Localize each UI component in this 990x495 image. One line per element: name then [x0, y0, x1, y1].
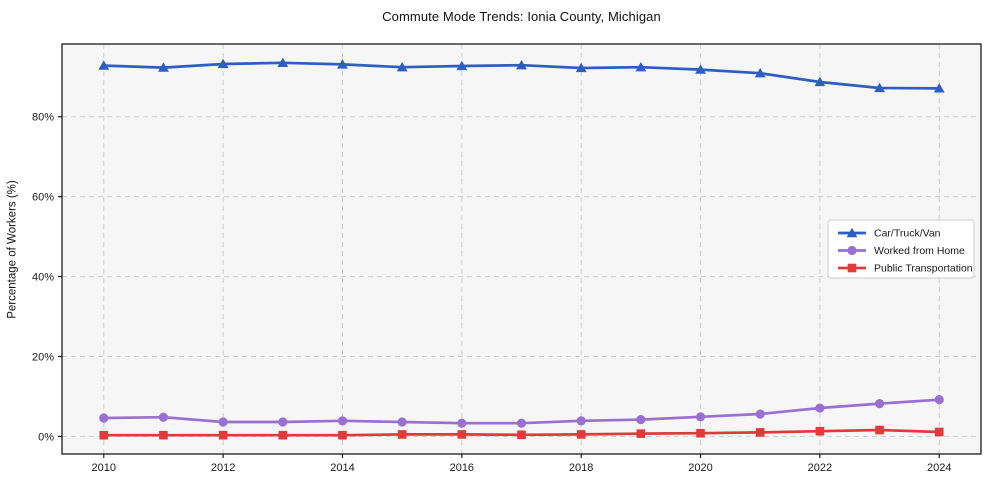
series-marker-worked-from-home — [158, 412, 169, 422]
series-marker-public-transportation — [218, 430, 228, 440]
y-tick-label: 40% — [32, 272, 54, 284]
series-marker-public-transportation — [636, 429, 646, 438]
legend-marker-square — [847, 263, 857, 273]
series-marker-public-transportation — [159, 430, 168, 440]
series-marker-worked-from-home — [576, 416, 586, 426]
series-marker-worked-from-home — [874, 399, 885, 409]
series-marker-public-transportation — [397, 430, 407, 439]
series-marker-car-truck-van — [635, 61, 647, 72]
series-marker-public-transportation — [696, 428, 705, 438]
series-marker-public-transportation — [934, 427, 944, 437]
series-marker-worked-from-home — [815, 403, 825, 413]
series-marker-car-truck-van — [217, 58, 229, 69]
series-marker-car-truck-van — [754, 67, 766, 78]
series-marker-worked-from-home — [636, 415, 646, 425]
series-marker-public-transportation — [338, 430, 347, 440]
series-marker-car-truck-van — [98, 60, 110, 70]
series-marker-worked-from-home — [457, 418, 467, 428]
series-marker-worked-from-home — [695, 412, 706, 422]
series-marker-car-truck-van — [575, 62, 587, 73]
series-marker-public-transportation — [815, 426, 825, 436]
y-tick-label: 20% — [32, 351, 54, 363]
series-marker-car-truck-van — [337, 59, 348, 69]
series-marker-worked-from-home — [218, 417, 228, 427]
series-marker-worked-from-home — [934, 395, 944, 405]
legend-item-label: Public Transportation — [874, 263, 973, 275]
legend — [827, 219, 975, 279]
y-tick-label: 80% — [32, 112, 54, 124]
x-tick-label: 2014 — [330, 462, 354, 474]
legend-item-label: Worked from Home — [874, 245, 965, 257]
x-tick-label: 2012 — [211, 462, 235, 474]
y-axis-label: Percentage of Workers (%) — [6, 180, 19, 319]
series-marker-public-transportation — [875, 425, 884, 435]
series-marker-worked-from-home — [99, 413, 109, 423]
series-marker-car-truck-van — [158, 62, 169, 72]
series-marker-car-truck-van — [814, 76, 826, 87]
series-marker-worked-from-home — [397, 417, 407, 427]
series-marker-public-transportation — [517, 430, 526, 440]
series-marker-public-transportation — [278, 430, 288, 440]
series-marker-car-truck-van — [695, 64, 706, 74]
series-marker-worked-from-home — [516, 418, 527, 428]
series-marker-public-transportation — [576, 430, 586, 439]
x-tick-label: 2022 — [808, 462, 832, 474]
legend-marker-circle — [847, 245, 857, 256]
x-tick-label: 2024 — [927, 462, 951, 474]
x-tick-label: 2020 — [688, 462, 712, 474]
x-tick-label: 2016 — [450, 462, 474, 474]
series-marker-worked-from-home — [755, 409, 765, 419]
series-marker-car-truck-van — [516, 59, 527, 70]
legend-item-label: Car/Truck/Van — [874, 228, 941, 240]
series-marker-public-transportation — [755, 428, 765, 437]
y-tick-label: 60% — [32, 192, 54, 204]
series-marker-car-truck-van — [933, 83, 945, 93]
x-tick-label: 2018 — [569, 462, 593, 474]
chart-title: Commute Mode Trends: Ionia County, Michi… — [382, 9, 661, 24]
legend-marker-triangle — [846, 227, 858, 238]
series-marker-public-transportation — [457, 430, 467, 439]
series-marker-car-truck-van — [456, 60, 468, 71]
series-marker-car-truck-van — [874, 82, 885, 93]
series-marker-worked-from-home — [337, 416, 348, 426]
x-tick-label: 2010 — [92, 462, 116, 474]
series-marker-worked-from-home — [278, 417, 288, 427]
series-marker-car-truck-van — [396, 61, 408, 72]
y-tick-label: 0% — [38, 431, 54, 443]
series-marker-public-transportation — [99, 430, 109, 440]
plot-border — [61, 43, 982, 455]
series-marker-car-truck-van — [277, 57, 289, 67]
